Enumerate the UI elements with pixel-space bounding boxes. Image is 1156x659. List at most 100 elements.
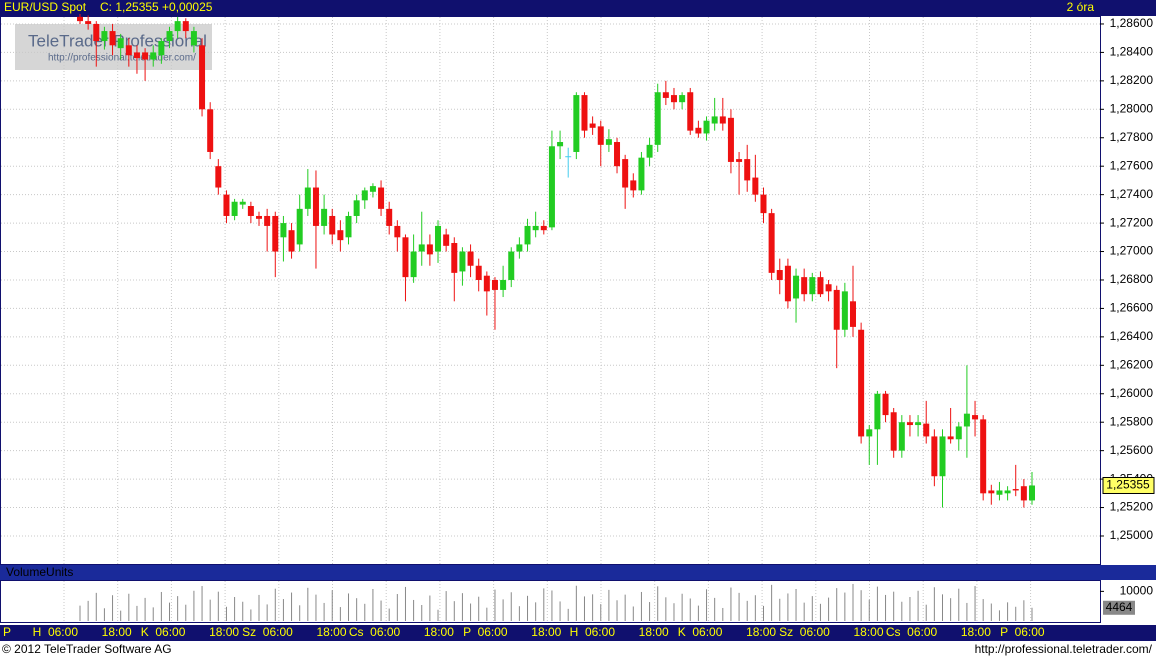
candle-body: [321, 208, 328, 226]
candle-body: [768, 213, 775, 273]
volume-title: VolumeUnits: [6, 565, 73, 579]
candle-body: [833, 289, 840, 330]
candle-body: [841, 291, 848, 330]
candle-body: [565, 156, 572, 158]
candle-body: [597, 126, 604, 145]
candle-body: [622, 159, 629, 188]
candle-body: [784, 265, 791, 302]
candle-body: [947, 436, 954, 440]
candle-body: [630, 180, 637, 191]
quote: C: 1,25355 +0,00025: [100, 0, 213, 14]
candle-body: [679, 95, 686, 103]
candle-body: [418, 244, 425, 252]
candle-body: [491, 279, 498, 290]
candle-body: [817, 277, 824, 295]
candle-body: [1012, 489, 1019, 491]
candle-body: [776, 270, 783, 280]
candle-body: [142, 52, 149, 60]
y-tick-label: 1,25600: [1110, 443, 1154, 457]
candle-body: [125, 45, 132, 56]
candle-body: [386, 208, 393, 226]
candle-body: [687, 92, 694, 131]
candle-body: [581, 95, 588, 131]
candle-body: [703, 120, 710, 134]
candle-body: [980, 419, 987, 494]
candle-body: [239, 201, 246, 205]
candle-body: [996, 490, 1003, 495]
y-tick-label: 1,25800: [1110, 414, 1154, 428]
x-tick-label: H 06:00: [570, 625, 616, 639]
candle-body: [760, 194, 767, 214]
x-tick-label: Sz 06:00: [242, 625, 293, 639]
candle-body: [451, 242, 458, 273]
x-tick-label: P 06:00: [1000, 625, 1045, 639]
x-tick-label: 18:00: [961, 625, 991, 639]
candle-body: [614, 142, 621, 167]
candle-body: [939, 436, 946, 477]
y-tick-label: 1,25000: [1110, 528, 1154, 542]
candle-body: [500, 279, 507, 290]
candle-body: [312, 187, 319, 226]
candle-body: [915, 422, 922, 426]
candle-body: [272, 215, 279, 252]
candle-body: [231, 201, 238, 216]
candle-body: [508, 251, 515, 280]
candle-body: [337, 230, 344, 241]
candle-body: [524, 225, 531, 245]
candle-body: [158, 41, 165, 56]
candle-body: [369, 186, 376, 192]
y-tick-label: 1,28200: [1110, 73, 1154, 87]
last-volume-label: 4464: [1106, 600, 1133, 614]
candle-body: [101, 31, 108, 42]
y-tick-label: 1,26600: [1110, 301, 1154, 315]
candle-body: [695, 127, 702, 134]
x-tick-label: 18:00: [209, 625, 239, 639]
y-tick-label: 1,26200: [1110, 357, 1154, 371]
last-price-box: [1102, 476, 1155, 494]
y-tick-label: 1,27200: [1110, 215, 1154, 229]
x-tick-label: 18:00: [316, 625, 346, 639]
candle-body: [85, 21, 92, 24]
candle-body: [801, 277, 808, 295]
candle-body: [288, 230, 295, 252]
candle-body: [849, 301, 856, 327]
x-tick-label: P: [3, 625, 11, 639]
candle-body: [247, 206, 254, 216]
y-tick-label: 1,27800: [1110, 130, 1154, 144]
candle-body: [77, 16, 83, 22]
candle-body: [972, 415, 979, 420]
candle-body: [540, 225, 547, 231]
candle-body: [874, 393, 881, 430]
volume-bar: [0, 565, 1156, 580]
candle-body: [264, 215, 271, 226]
candle-body: [280, 223, 287, 238]
x-tick-label: 18:00: [639, 625, 669, 639]
x-tick-label: 18:00: [424, 625, 454, 639]
y-tick-label: 1,28400: [1110, 45, 1154, 59]
interval: 2 óra: [1067, 0, 1095, 14]
candle-body: [117, 38, 124, 49]
x-tick-label: 18:00: [102, 625, 132, 639]
candle-body: [793, 275, 800, 299]
candle-body: [190, 31, 197, 46]
candle-body: [378, 187, 385, 209]
candle-body: [638, 157, 645, 191]
candle-body: [923, 423, 930, 437]
x-tick-label: K 06:00: [141, 625, 186, 639]
candle-body: [736, 159, 743, 162]
x-tick-label: 18:00: [531, 625, 561, 639]
candle-body: [719, 116, 726, 124]
candle-body: [133, 52, 140, 59]
candle-body: [467, 251, 474, 266]
candle-body: [988, 490, 995, 494]
candle-body: [329, 215, 336, 235]
candle-body: [1004, 490, 1011, 494]
candle-body: [109, 31, 116, 46]
y-tick-label: 1,26000: [1110, 386, 1154, 400]
candle-body: [199, 45, 206, 110]
x-tick-label: Sz 06:00: [779, 625, 830, 639]
candle-body: [906, 422, 913, 426]
y-tick-label: 1,28000: [1110, 101, 1154, 115]
symbol: EUR/USD Spot: [4, 0, 87, 14]
x-tick-label: Cs 06:00: [349, 625, 401, 639]
